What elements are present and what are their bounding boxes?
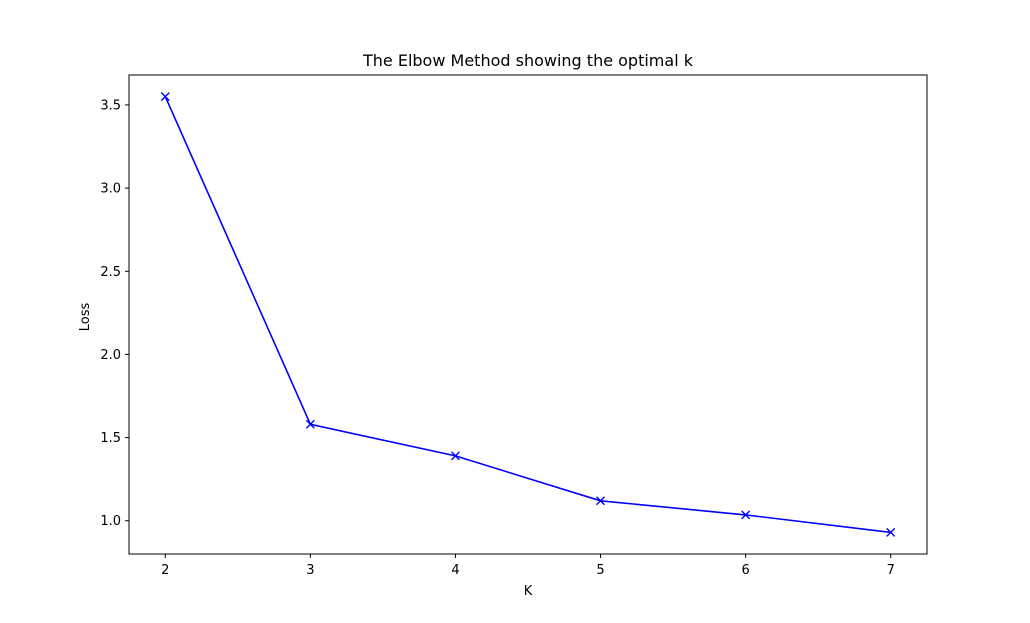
y-tick-label: 2.0	[100, 348, 121, 363]
y-tick-label: 2.5	[100, 265, 121, 280]
x-axis-label: K	[524, 584, 533, 599]
y-tick-label: 3.0	[100, 182, 121, 197]
y-tick-label: 3.5	[100, 98, 121, 113]
y-tick-label: 1.5	[100, 431, 121, 446]
x-tick-label: 6	[741, 563, 749, 578]
data-point-marker	[305, 419, 315, 429]
x-tick-label: 4	[451, 563, 459, 578]
y-axis: 1.0 1.5 2.0 2.5 3.0 3.5	[100, 98, 129, 529]
x-tick-label: 2	[161, 563, 169, 578]
x-tick-label: 3	[306, 563, 314, 578]
data-point-marker	[596, 496, 606, 506]
data-point-marker	[450, 451, 460, 461]
x-tick-label: 5	[596, 563, 604, 578]
data-point-marker	[160, 92, 170, 102]
data-point-marker	[886, 527, 896, 537]
series-markers	[160, 92, 896, 537]
y-tick-label: 1.0	[100, 514, 121, 529]
data-point-marker	[741, 510, 751, 520]
series-line	[164, 96, 891, 534]
plot-area-frame	[128, 74, 928, 555]
chart-title: The Elbow Method showing the optimal k	[362, 51, 694, 70]
y-axis-label: Loss	[78, 303, 93, 332]
x-axis: 2 3 4 5 6 7	[161, 554, 895, 578]
x-tick-label: 7	[887, 563, 895, 578]
